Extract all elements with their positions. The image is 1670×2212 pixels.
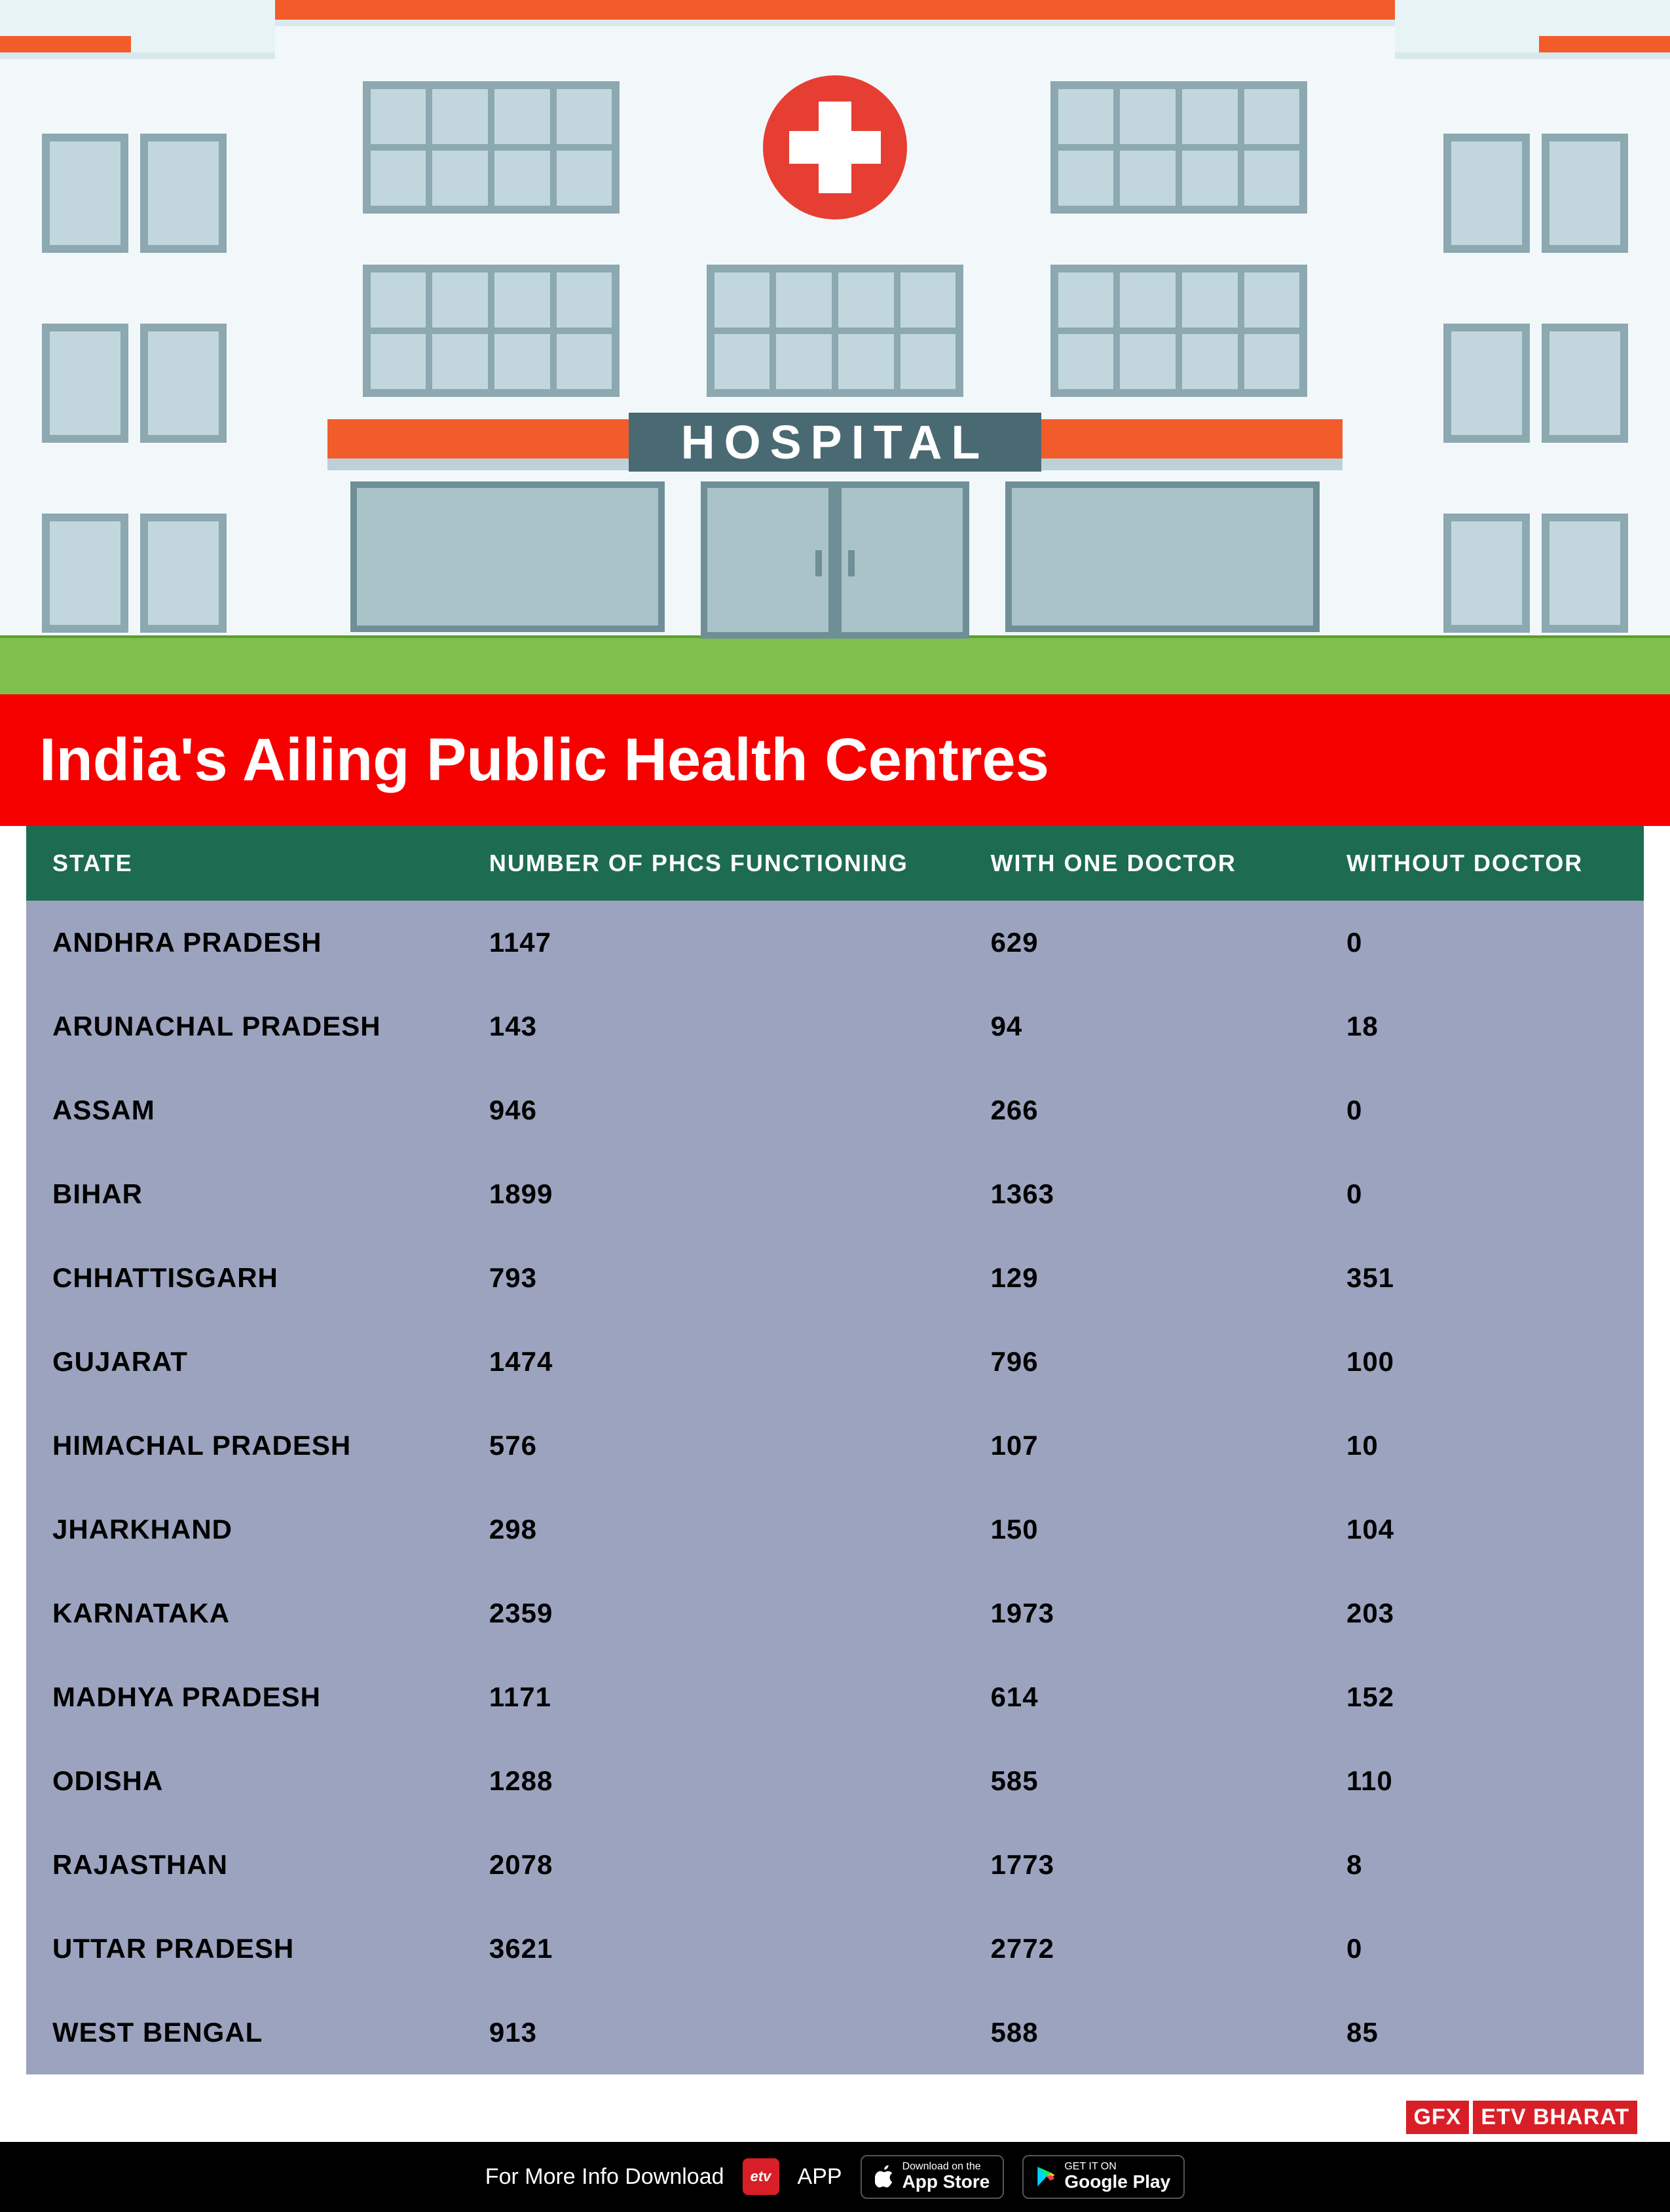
download-text: For More Info Download: [485, 2164, 724, 2190]
cell-state: HIMACHAL PRADESH: [26, 1404, 463, 1488]
cell-state: ARUNACHAL PRADESH: [26, 984, 463, 1068]
appstore-big: App Store: [902, 2172, 990, 2192]
cell-value: 629: [965, 901, 1320, 984]
cell-value: 351: [1320, 1236, 1644, 1320]
gfx-badge: GFX: [1406, 2101, 1470, 2134]
cell-value: 796: [965, 1320, 1320, 1404]
table-row: BIHAR189913630: [26, 1152, 1644, 1236]
col-state: STATE: [26, 826, 463, 901]
table-row: UTTAR PRADESH362127720: [26, 1907, 1644, 1991]
download-bar: For More Info Download etv APP Download …: [0, 2142, 1670, 2212]
cell-value: 2359: [463, 1571, 965, 1655]
table-row: ODISHA1288585110: [26, 1739, 1644, 1823]
cell-value: 0: [1320, 1068, 1644, 1152]
cell-value: 0: [1320, 1907, 1644, 1991]
cell-state: MADHYA PRADESH: [26, 1655, 463, 1739]
app-text: APP: [798, 2164, 842, 2190]
cell-state: JHARKHAND: [26, 1488, 463, 1571]
col-no-doctor: WITHOUT DOCTOR: [1320, 826, 1644, 901]
table-row: ARUNACHAL PRADESH1439418: [26, 984, 1644, 1068]
page-title: India's Ailing Public Health Centres: [0, 694, 1670, 826]
table-row: KARNATAKA23591973203: [26, 1571, 1644, 1655]
cell-value: 3621: [463, 1907, 965, 1991]
table-row: ANDHRA PRADESH11476290: [26, 901, 1644, 984]
appstore-small: Download on the: [902, 2162, 990, 2172]
table-row: HIMACHAL PRADESH57610710: [26, 1404, 1644, 1488]
cell-value: 10: [1320, 1404, 1644, 1488]
cell-value: 913: [463, 1991, 965, 2074]
cell-state: KARNATAKA: [26, 1571, 463, 1655]
cell-value: 588: [965, 1991, 1320, 2074]
table-container: STATE NUMBER OF PHCS FUNCTIONING WITH ON…: [0, 826, 1670, 2094]
cell-value: 8: [1320, 1823, 1644, 1907]
play-big: Google Play: [1064, 2172, 1170, 2192]
googleplay-badge[interactable]: GET IT ON Google Play: [1022, 2155, 1185, 2199]
table-row: CHHATTISGARH793129351: [26, 1236, 1644, 1320]
col-one-doctor: WITH ONE DOCTOR: [965, 826, 1320, 901]
etv-bharat-badge: ETV BHARAT: [1473, 2101, 1637, 2134]
table-row: JHARKHAND298150104: [26, 1488, 1644, 1571]
cell-value: 203: [1320, 1571, 1644, 1655]
cell-value: 0: [1320, 1152, 1644, 1236]
cell-value: 0: [1320, 901, 1644, 984]
cell-state: WEST BENGAL: [26, 1991, 463, 2074]
cell-value: 1288: [463, 1739, 965, 1823]
cell-value: 104: [1320, 1488, 1644, 1571]
cell-value: 2772: [965, 1907, 1320, 1991]
cell-state: ANDHRA PRADESH: [26, 901, 463, 984]
svg-text:HOSPITAL: HOSPITAL: [681, 417, 990, 469]
cell-value: 1973: [965, 1571, 1320, 1655]
cell-state: UTTAR PRADESH: [26, 1907, 463, 1991]
table-row: RAJASTHAN207817738: [26, 1823, 1644, 1907]
cell-state: ASSAM: [26, 1068, 463, 1152]
etv-app-icon: etv: [743, 2158, 779, 2195]
play-small: GET IT ON: [1064, 2162, 1170, 2172]
cell-value: 614: [965, 1655, 1320, 1739]
cell-value: 2078: [463, 1823, 965, 1907]
cell-value: 576: [463, 1404, 965, 1488]
cell-value: 585: [965, 1739, 1320, 1823]
cell-value: 85: [1320, 1991, 1644, 2074]
table-row: MADHYA PRADESH1171614152: [26, 1655, 1644, 1739]
cell-value: 298: [463, 1488, 965, 1571]
phc-table: STATE NUMBER OF PHCS FUNCTIONING WITH ON…: [26, 826, 1644, 2074]
hospital-illustration: HOSPITAL: [0, 0, 1670, 694]
cell-value: 100: [1320, 1320, 1644, 1404]
cell-state: BIHAR: [26, 1152, 463, 1236]
cell-value: 18: [1320, 984, 1644, 1068]
cell-value: 1171: [463, 1655, 965, 1739]
cell-value: 946: [463, 1068, 965, 1152]
cell-value: 1147: [463, 901, 965, 984]
table-row: ASSAM9462660: [26, 1068, 1644, 1152]
table-body: ANDHRA PRADESH11476290ARUNACHAL PRADESH1…: [26, 901, 1644, 2074]
infographic-page: HOSPITAL India's Ailing Public Health Ce…: [0, 0, 1670, 2212]
cell-value: 1899: [463, 1152, 965, 1236]
table-header-row: STATE NUMBER OF PHCS FUNCTIONING WITH ON…: [26, 826, 1644, 901]
cell-value: 150: [965, 1488, 1320, 1571]
hospital-svg: HOSPITAL: [0, 0, 1670, 694]
cell-state: CHHATTISGARH: [26, 1236, 463, 1320]
appstore-badge[interactable]: Download on the App Store: [861, 2155, 1005, 2199]
cell-value: 266: [965, 1068, 1320, 1152]
col-phcs: NUMBER OF PHCS FUNCTIONING: [463, 826, 965, 901]
cell-state: ODISHA: [26, 1739, 463, 1823]
cell-value: 110: [1320, 1739, 1644, 1823]
cell-state: GUJARAT: [26, 1320, 463, 1404]
cell-value: 1773: [965, 1823, 1320, 1907]
table-row: WEST BENGAL91358885: [26, 1991, 1644, 2074]
cell-value: 793: [463, 1236, 965, 1320]
cell-value: 152: [1320, 1655, 1644, 1739]
cell-state: RAJASTHAN: [26, 1823, 463, 1907]
brand-row: GFXETV BHARAT: [0, 2094, 1670, 2142]
cell-value: 1474: [463, 1320, 965, 1404]
play-icon: [1037, 2165, 1056, 2188]
cell-value: 1363: [965, 1152, 1320, 1236]
cell-value: 129: [965, 1236, 1320, 1320]
cell-value: 143: [463, 984, 965, 1068]
apple-icon: [875, 2165, 895, 2188]
table-row: GUJARAT1474796100: [26, 1320, 1644, 1404]
cell-value: 94: [965, 984, 1320, 1068]
cell-value: 107: [965, 1404, 1320, 1488]
